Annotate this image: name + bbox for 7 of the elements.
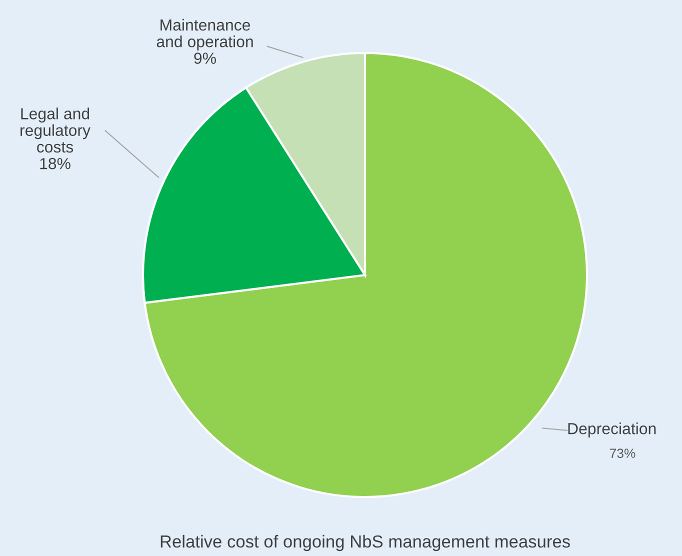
data-label: 73% — [610, 448, 636, 458]
slice-label: Legal and regulatory costs — [20, 108, 90, 153]
slice-label: Maintenance and operation — [156, 18, 253, 50]
slice-label: Depreciation — [568, 422, 656, 438]
data-label: 9% — [194, 52, 216, 64]
data-label: 18% — [40, 158, 70, 170]
text: Relative cost of ongoing NbS management measures — [160, 534, 570, 552]
